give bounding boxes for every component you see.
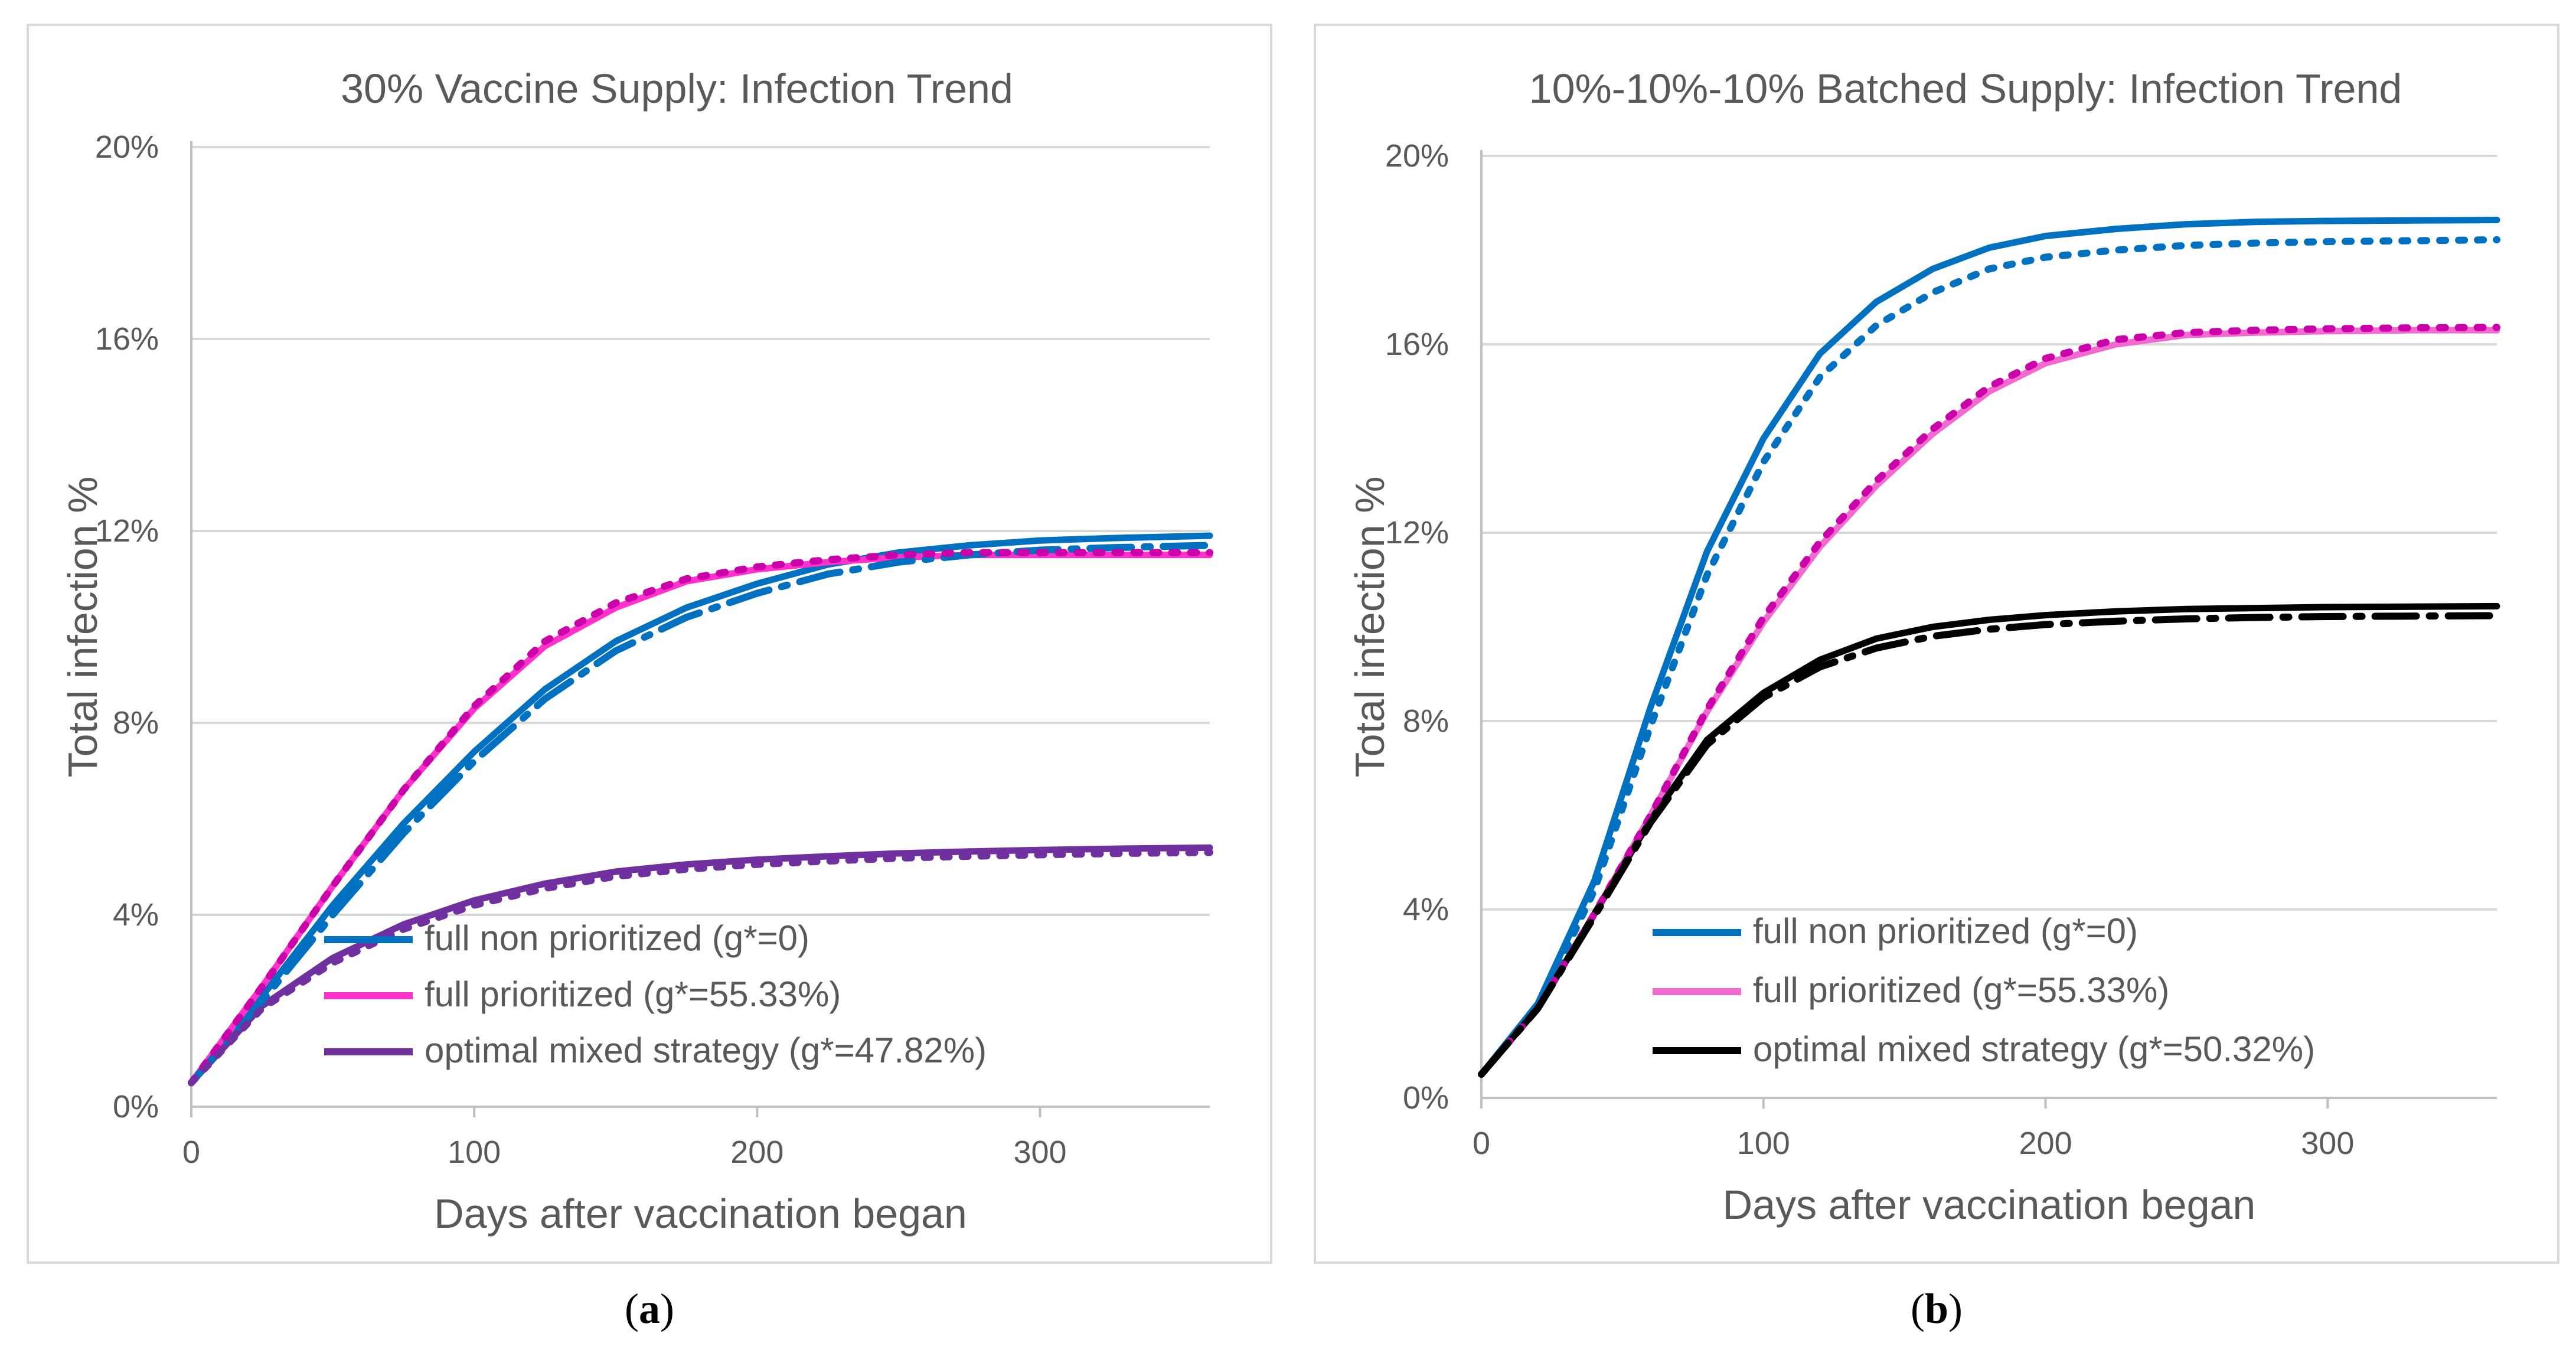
x-tick-label: 300 xyxy=(2301,1126,2354,1161)
x-tick-label: 0 xyxy=(182,1134,200,1170)
caption-a-close: ) xyxy=(660,1285,674,1332)
chart-a-svg: 30% Vaccine Supply: Infection Trend 0% 4% 8… xyxy=(60,66,1213,1237)
caption-b: (b) xyxy=(1878,1285,1996,1334)
y-axis-title: Total infection % xyxy=(60,477,106,778)
series-line-full-non-prioritized-g-0 xyxy=(1478,217,2500,1078)
series-line-optimal-mixed-strategy-g-47-82-simulated xyxy=(188,849,1213,1087)
caption-b-open: ( xyxy=(1910,1285,1925,1332)
series-line-full-prioritized-g-55-33-simulated xyxy=(1478,324,2500,1078)
y-tick-label: 0% xyxy=(113,1089,159,1124)
y-tick-label: 16% xyxy=(95,321,159,357)
caption-a: (a) xyxy=(590,1285,709,1334)
series-line-full-prioritized-g-55-33 xyxy=(1478,327,2500,1078)
chart-panel-a: 30% Vaccine Supply: Infection Trend 0% 4% 8… xyxy=(27,24,1272,1264)
series-line-full-non-prioritized-g-0 xyxy=(188,532,1213,1086)
caption-b-close: ) xyxy=(1948,1285,1963,1332)
legend-entry: full non prioritized (g*=0) xyxy=(425,918,809,958)
caption-a-label: a xyxy=(639,1285,660,1332)
chart-title: 10%-10%-10% Batched Supply: Infection Tr… xyxy=(1529,66,2402,112)
series-line-full-non-prioritized-g-0-simulated xyxy=(1478,236,2500,1078)
caption-a-open: ( xyxy=(625,1285,639,1332)
x-tick-label: 100 xyxy=(448,1134,501,1170)
y-tick-label: 8% xyxy=(113,705,159,741)
chart-title: 30% Vaccine Supply: Infection Trend xyxy=(341,66,1013,112)
y-tick-label: 12% xyxy=(95,513,159,549)
legend-entry: full non prioritized (g*=0) xyxy=(1753,911,2138,951)
series-line-full-prioritized-g-55-33-simulated xyxy=(188,549,1213,1087)
x-tick-label: 300 xyxy=(1013,1134,1066,1170)
y-tick-label: 4% xyxy=(1403,892,1449,927)
chart-b-svg: 10%-10%-10% Batched Supply: Infection Tr… xyxy=(1347,66,2500,1228)
legend-entry: full prioritized (g*=55.33%) xyxy=(1753,970,2169,1010)
y-axis-title: Total infection % xyxy=(1347,477,1393,778)
caption-b-label: b xyxy=(1924,1285,1949,1332)
series-line-optimal-mixed-strategy-g-50-32-simulated xyxy=(1478,612,2500,1078)
series-line-optimal-mixed-strategy-g-47-82 xyxy=(188,844,1213,1086)
x-tick-label: 200 xyxy=(730,1134,783,1170)
legend-entry: optimal mixed strategy (g*=50.32%) xyxy=(1753,1029,2315,1069)
legend-entry: full prioritized (g*=55.33%) xyxy=(425,974,841,1014)
legend-entry: optimal mixed strategy (g*=47.82%) xyxy=(425,1031,987,1070)
y-tick-label: 8% xyxy=(1403,703,1449,739)
x-tick-label: 100 xyxy=(1737,1126,1790,1161)
y-tick-label: 16% xyxy=(1385,327,1449,362)
x-axis-title: Days after vaccination began xyxy=(434,1191,967,1237)
series-line-full-non-prioritized-g-0-simulated xyxy=(188,542,1213,1087)
y-tick-label: 0% xyxy=(1403,1080,1449,1116)
y-tick-label: 20% xyxy=(95,129,159,165)
x-tick-label: 200 xyxy=(2019,1126,2072,1161)
y-tick-label: 12% xyxy=(1385,515,1449,550)
x-tick-label: 0 xyxy=(1473,1126,1490,1161)
y-tick-label: 4% xyxy=(113,897,159,933)
chart-panel-b: 10%-10%-10% Batched Supply: Infection Tr… xyxy=(1314,24,2559,1264)
x-axis-title: Days after vaccination began xyxy=(1723,1182,2256,1228)
y-tick-label: 20% xyxy=(1385,138,1449,174)
